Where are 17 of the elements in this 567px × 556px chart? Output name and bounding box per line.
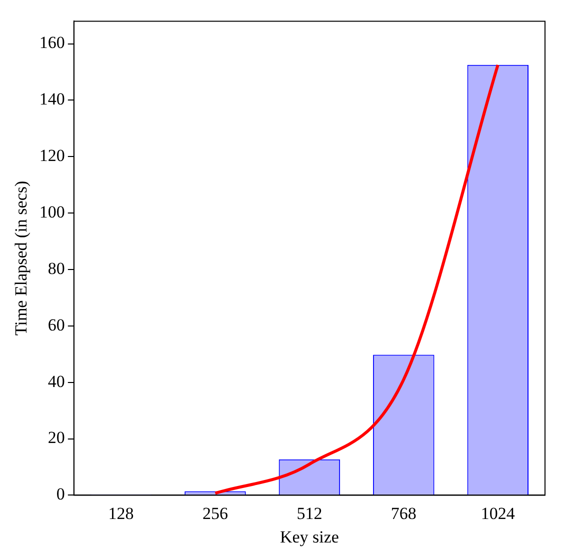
y-tick-label: 60 (48, 315, 65, 334)
y-tick-label: 160 (39, 33, 65, 52)
y-tick-label: 100 (39, 202, 65, 222)
x-axis-title: Key size (280, 527, 339, 546)
y-tick-label: 20 (48, 428, 65, 448)
x-tick-label: 256 (202, 504, 228, 523)
y-tick-label: 0 (56, 484, 65, 504)
y-tick-label: 80 (48, 258, 65, 278)
y-tick-label: 120 (39, 146, 65, 166)
x-tick-label: 512 (296, 504, 322, 523)
line-series (214, 63, 500, 495)
x-tick-label: 768 (390, 504, 416, 523)
y-axis-title: Time Elapsed (in secs) (12, 180, 31, 336)
y-tick-label: 40 (48, 372, 65, 391)
x-tick-label: 1024 (480, 504, 516, 523)
x-tick-label: 128 (108, 504, 134, 523)
y-tick-label: 140 (39, 90, 65, 109)
